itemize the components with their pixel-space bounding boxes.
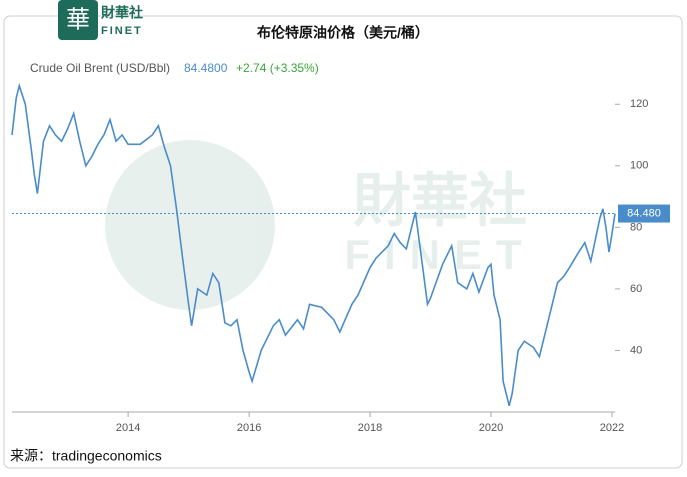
price: 84.4800 — [184, 61, 228, 75]
logo-icon: 華 — [66, 6, 90, 33]
series-name: Crude Oil Brent (USD/Bbl) — [30, 61, 170, 75]
change: +2.74 (+3.35%) — [236, 61, 319, 75]
x-tick-label: 2018 — [358, 422, 382, 434]
logo-badge — [58, 0, 98, 40]
logo-en: FINET — [101, 25, 143, 37]
frame — [3, 15, 683, 469]
last-value-label: 84.480 — [627, 207, 661, 219]
y-tick-label: 80 — [630, 221, 642, 233]
chart-title: 布伦特原油价格（美元/桶） — [257, 25, 429, 41]
x-tick-label: 2022 — [600, 422, 624, 434]
last-value-tag — [618, 204, 670, 223]
watermark: 財華社 FINET — [105, 140, 527, 310]
x-tick-label: 2020 — [479, 422, 503, 434]
y-tick-label: 40 — [630, 344, 642, 356]
y-tick-label: 60 — [630, 283, 642, 295]
x-tick-label: 2014 — [116, 422, 140, 434]
series-line — [11, 82, 616, 406]
y-tick-label: 120 — [630, 98, 648, 110]
svg-text:財華社: 財華社 — [353, 168, 527, 233]
x-tick-label: 2016 — [237, 422, 261, 434]
source: 来源：tradingeconomics — [10, 448, 162, 464]
y-tick-label: 100 — [630, 160, 648, 172]
logo-cn: 財華社 — [100, 5, 143, 21]
